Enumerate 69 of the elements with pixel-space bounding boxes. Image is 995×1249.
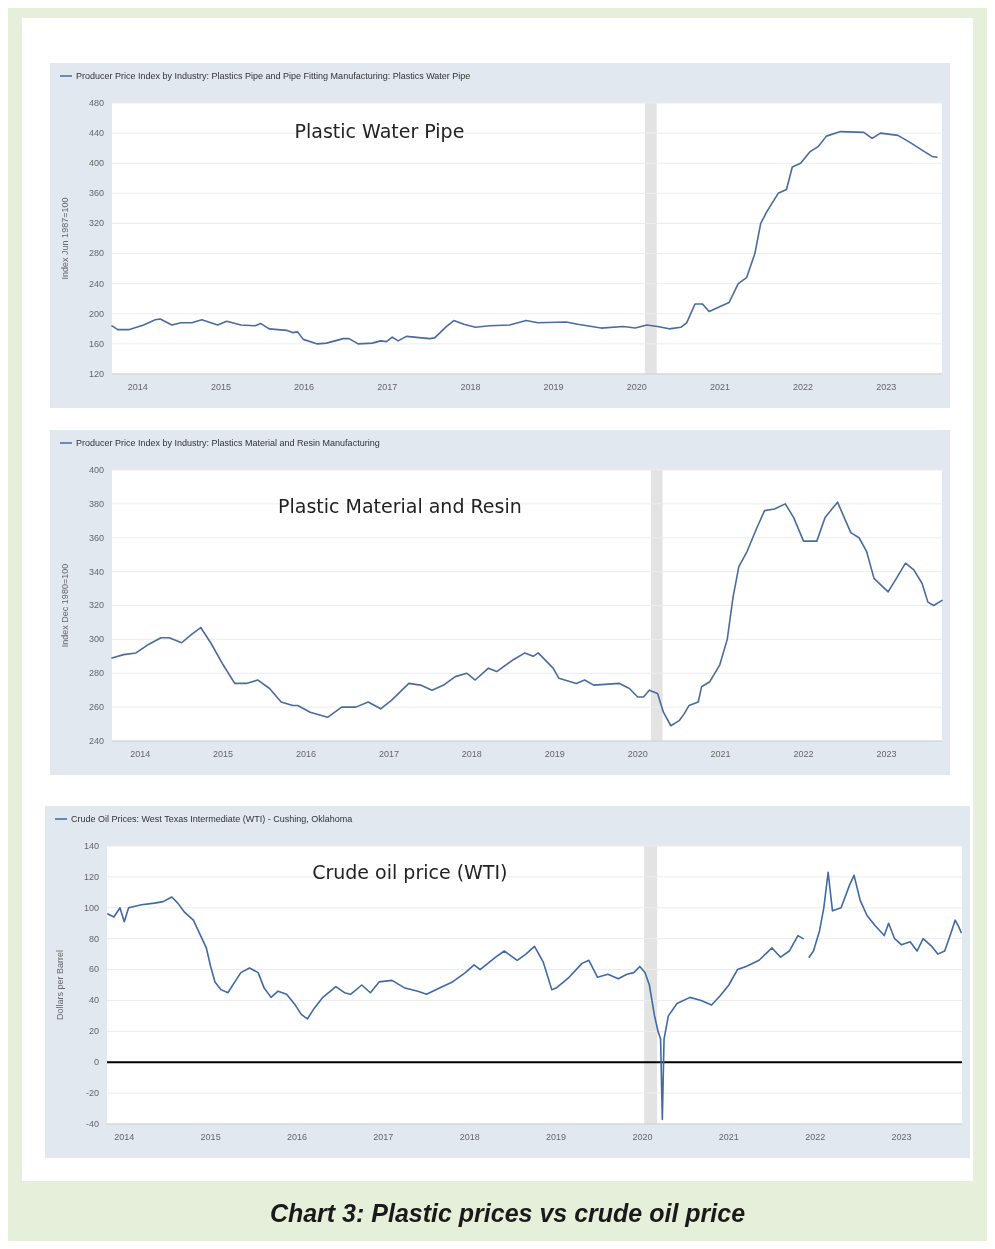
x-tick-label: 2023 xyxy=(876,749,897,759)
y-tick-label: 360 xyxy=(88,188,104,199)
x-tick-label: 2015 xyxy=(200,1132,221,1142)
y-tick-label: 260 xyxy=(88,702,104,713)
x-tick-label: 2019 xyxy=(543,382,564,392)
x-tick-label: 2020 xyxy=(632,1132,653,1142)
y-tick-label: 400 xyxy=(88,158,104,169)
y-tick-label: 120 xyxy=(88,368,104,379)
y-tick-label: 380 xyxy=(88,498,104,509)
x-tick-label: 2017 xyxy=(373,1132,394,1142)
x-tick-label: 2015 xyxy=(213,749,234,759)
y-tick-label: 360 xyxy=(88,532,104,543)
x-tick-label: 2022 xyxy=(805,1132,826,1142)
y-axis-title: Dollars per Barrel xyxy=(55,949,65,1021)
y-axis-title: Index Dec 1980=100 xyxy=(60,563,70,648)
x-tick-label: 2021 xyxy=(709,382,730,392)
y-tick-label: 160 xyxy=(88,338,104,349)
y-axis-title: Index Jun 1987=100 xyxy=(60,197,70,280)
y-tick-label: 320 xyxy=(88,218,104,229)
y-tick-label: -20 xyxy=(85,1087,99,1098)
y-tick-label: 280 xyxy=(88,248,104,259)
x-tick-label: 2022 xyxy=(793,382,814,392)
y-tick-label: 240 xyxy=(88,735,104,746)
caption: Chart 3: Plastic prices vs crude oil price xyxy=(269,1199,746,1227)
x-tick-label: 2018 xyxy=(459,1132,480,1142)
y-tick-label: 80 xyxy=(88,933,99,944)
annotation: Plastic Material and Resin xyxy=(278,495,522,518)
x-tick-label: 2022 xyxy=(793,749,814,759)
legend-label: Producer Price Index by Industry: Plastics Pipe and Pipe Fitting Manufacturing: Plastics Water Pipe xyxy=(76,71,471,81)
x-tick-label: 2021 xyxy=(718,1132,739,1142)
x-tick-label: 2016 xyxy=(294,382,315,392)
y-tick-label: 140 xyxy=(83,840,99,851)
x-tick-label: 2018 xyxy=(461,749,482,759)
y-tick-label: 280 xyxy=(88,668,104,679)
x-tick-label: 2014 xyxy=(130,749,151,759)
x-tick-label: 2020 xyxy=(627,749,648,759)
x-tick-label: 2017 xyxy=(378,749,399,759)
legend-label: Producer Price Index by Industry: Plastics Material and Resin Manufacturing xyxy=(76,438,380,448)
x-tick-label: 2014 xyxy=(114,1132,135,1142)
x-tick-label: 2020 xyxy=(626,382,647,392)
y-tick-label: 440 xyxy=(88,127,104,138)
y-tick-label: 120 xyxy=(83,871,99,882)
x-tick-label: 2021 xyxy=(710,749,731,759)
y-tick-label: 320 xyxy=(88,600,104,611)
x-tick-label: 2016 xyxy=(286,1132,308,1142)
y-tick-label: 300 xyxy=(88,634,104,645)
x-tick-label: 2014 xyxy=(127,382,148,392)
y-tick-label: -40 xyxy=(85,1118,99,1129)
annotation: Crude oil price (WTI) xyxy=(312,861,508,884)
x-tick-label: 2019 xyxy=(544,749,565,759)
y-tick-label: 40 xyxy=(88,995,99,1006)
x-tick-label: 2017 xyxy=(377,382,398,392)
y-tick-label: 340 xyxy=(88,566,104,577)
y-tick-label: 60 xyxy=(88,964,99,975)
legend-label: Crude Oil Prices: West Texas Intermediate (WTI) - Cushing, Oklahoma xyxy=(71,814,353,824)
y-tick-label: 240 xyxy=(88,278,104,289)
x-tick-label: 2019 xyxy=(546,1132,567,1142)
x-tick-label: 2018 xyxy=(460,382,481,392)
x-tick-label: 2023 xyxy=(891,1132,912,1142)
x-tick-label: 2016 xyxy=(296,749,317,759)
x-tick-label: 2023 xyxy=(876,382,897,392)
y-tick-label: 20 xyxy=(88,1026,99,1037)
y-tick-label: 200 xyxy=(88,308,104,319)
y-tick-label: 100 xyxy=(83,902,99,913)
x-tick-label: 2015 xyxy=(210,382,231,392)
y-tick-label: 0 xyxy=(93,1057,99,1068)
y-tick-label: 480 xyxy=(88,97,104,108)
annotation: Plastic Water Pipe xyxy=(294,120,465,143)
y-tick-label: 400 xyxy=(88,464,104,475)
